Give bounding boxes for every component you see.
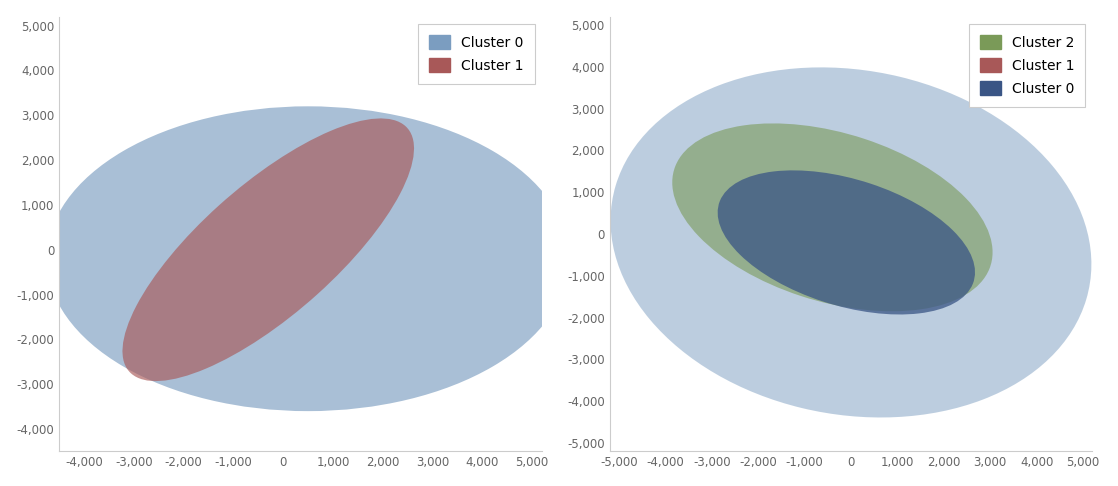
Ellipse shape [718, 171, 975, 314]
Ellipse shape [672, 123, 993, 311]
Legend: Cluster 0, Cluster 1: Cluster 0, Cluster 1 [418, 24, 534, 84]
Ellipse shape [47, 106, 569, 411]
Ellipse shape [123, 119, 414, 381]
Legend: Cluster 2, Cluster 1, Cluster 0: Cluster 2, Cluster 1, Cluster 0 [968, 24, 1086, 107]
Ellipse shape [610, 68, 1091, 417]
